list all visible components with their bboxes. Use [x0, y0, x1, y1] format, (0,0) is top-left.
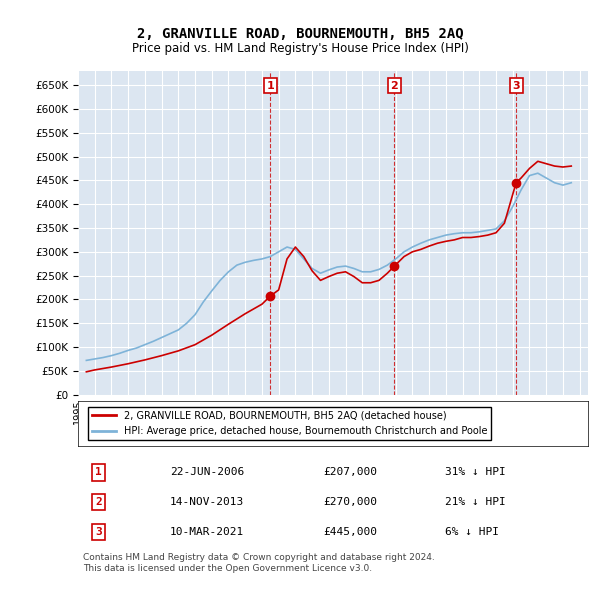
Text: £207,000: £207,000 — [323, 467, 377, 477]
Text: 1: 1 — [266, 80, 274, 90]
Text: £270,000: £270,000 — [323, 497, 377, 507]
Text: 14-NOV-2013: 14-NOV-2013 — [170, 497, 244, 507]
Text: 31% ↓ HPI: 31% ↓ HPI — [445, 467, 506, 477]
Legend: 2, GRANVILLE ROAD, BOURNEMOUTH, BH5 2AQ (detached house), HPI: Average price, de: 2, GRANVILLE ROAD, BOURNEMOUTH, BH5 2AQ … — [88, 407, 491, 440]
Text: Contains HM Land Registry data © Crown copyright and database right 2024.
This d: Contains HM Land Registry data © Crown c… — [83, 553, 435, 573]
Text: 6% ↓ HPI: 6% ↓ HPI — [445, 527, 499, 537]
Text: 3: 3 — [512, 80, 520, 90]
Text: 2, GRANVILLE ROAD, BOURNEMOUTH, BH5 2AQ: 2, GRANVILLE ROAD, BOURNEMOUTH, BH5 2AQ — [137, 27, 463, 41]
Text: 1: 1 — [95, 467, 102, 477]
Text: 21% ↓ HPI: 21% ↓ HPI — [445, 497, 506, 507]
Text: 3: 3 — [95, 527, 102, 537]
Text: Price paid vs. HM Land Registry's House Price Index (HPI): Price paid vs. HM Land Registry's House … — [131, 42, 469, 55]
Text: 2: 2 — [391, 80, 398, 90]
Text: 22-JUN-2006: 22-JUN-2006 — [170, 467, 244, 477]
Text: £445,000: £445,000 — [323, 527, 377, 537]
Text: 2: 2 — [95, 497, 102, 507]
Text: 10-MAR-2021: 10-MAR-2021 — [170, 527, 244, 537]
